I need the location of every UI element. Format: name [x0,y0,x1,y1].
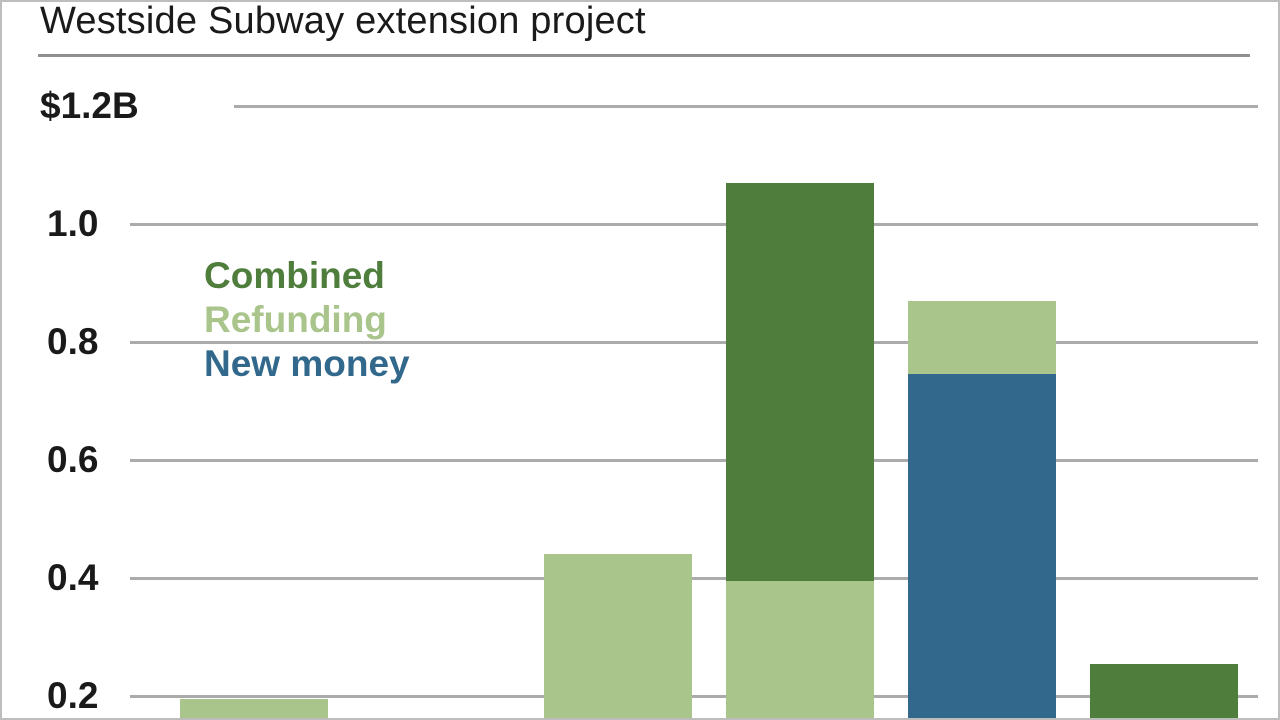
y-tick-label-0.6: 0.6 [47,439,99,480]
bar-5-segment-refunding [908,300,1056,375]
bar-5-segment-new_money [908,374,1056,718]
legend-item-combined: Combined [204,255,385,296]
y-tick-label-1.2: $1.2B [40,85,139,126]
title-divider [38,54,1250,57]
legend: Combined Refunding New money [204,254,410,386]
legend-item-refunding: Refunding [204,299,387,340]
gridline-0.6 [130,459,1258,462]
legend-item-new-money: New money [204,343,410,384]
y-tick-label-0.4: 0.4 [47,557,99,598]
gridline-1.2 [234,105,1258,108]
y-tick-label-0.2: 0.2 [47,675,99,716]
bar-3-segment-refunding [544,554,692,718]
gridline-1 [130,223,1258,226]
gridline-0.4 [130,577,1258,580]
bar-6-segment-combined [1090,663,1238,718]
gridline-0.8 [130,341,1258,344]
gridline-0.2 [130,695,1258,698]
bar-4-segment-combined [726,182,874,581]
chart-title: Westside Subway extension project [40,0,646,42]
bar-4-segment-refunding [726,580,874,718]
y-tick-label-0.8: 0.8 [47,321,99,362]
y-tick-label-1: 1.0 [47,203,99,244]
bar-1-segment-refunding [180,698,328,718]
